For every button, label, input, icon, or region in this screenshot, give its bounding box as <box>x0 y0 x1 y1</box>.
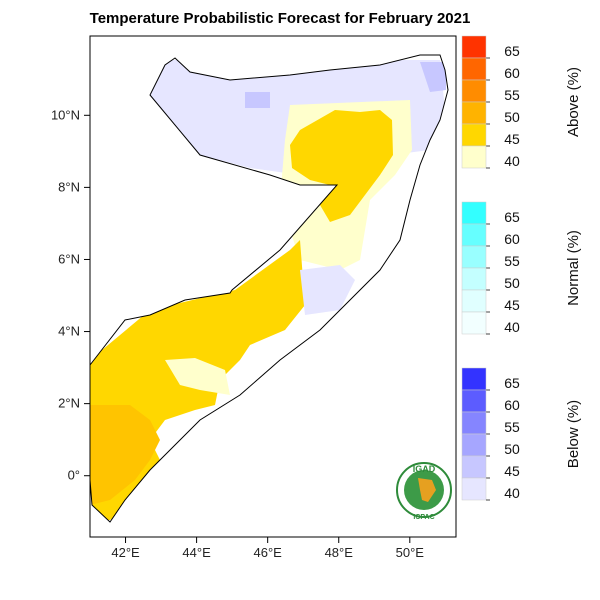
below-normal-region-nw <box>245 92 270 108</box>
x-tick-label: 42°E <box>111 545 140 560</box>
legend-swatch <box>461 101 487 125</box>
logo-africa-icon <box>418 478 436 502</box>
legend-swatch <box>461 145 487 169</box>
legend-swatch <box>461 35 487 59</box>
legend-level-label: 45 <box>504 297 520 313</box>
map-title: Temperature Probabilistic Forecast for F… <box>89 10 471 27</box>
above-40-patch-south <box>165 358 230 395</box>
y-axis: 10°N 8°N 6°N 4°N 2°N 0° <box>51 107 90 483</box>
legend-swatch <box>461 201 487 225</box>
legend-title: Above (%) <box>565 67 582 137</box>
y-tick-label: 8°N <box>58 179 80 194</box>
legend-level-label: 50 <box>504 275 520 291</box>
above-45-region-north <box>290 110 393 222</box>
x-tick-label: 44°E <box>182 545 211 560</box>
legend-title: Below (%) <box>565 400 582 468</box>
legend-level-label: 65 <box>504 43 520 59</box>
legend-swatch <box>461 267 487 291</box>
below-normal-patch-east <box>300 265 355 315</box>
legend-swatch <box>461 223 487 247</box>
legend-level-label: 60 <box>504 397 520 413</box>
logo-bottom-text: ICPAC <box>413 514 434 521</box>
logo-top-text: IGAD <box>413 464 436 474</box>
icpac-logo: IGAD ICPAC <box>396 462 452 521</box>
legend-level-label: 55 <box>504 419 520 435</box>
x-tick-label: 46°E <box>253 545 282 560</box>
legend-swatch <box>461 57 487 81</box>
y-tick-label: 2°N <box>58 396 80 411</box>
legend-level-label: 60 <box>504 65 520 81</box>
legend: 65 60 55 50 45 40 Above (%) 65 60 55 50 45 40 Normal … <box>461 35 582 501</box>
legend-swatch <box>461 455 487 479</box>
legend-level-label: 50 <box>504 109 520 125</box>
legend-level-label: 60 <box>504 231 520 247</box>
legend-swatch <box>461 477 487 501</box>
legend-level-label: 65 <box>504 375 520 391</box>
legend-level-label: 50 <box>504 441 520 457</box>
legend-swatch <box>461 79 487 103</box>
legend-level-label: 45 <box>504 463 520 479</box>
legend-swatch <box>461 311 487 335</box>
legend-level-label: 40 <box>504 153 520 169</box>
x-tick-label: 50°E <box>396 545 425 560</box>
country-border <box>89 54 449 523</box>
y-tick-label: 4°N <box>58 324 80 339</box>
y-tick-label: 6°N <box>58 251 80 266</box>
legend-level-label: 55 <box>504 87 520 103</box>
legend-swatch <box>461 411 487 435</box>
y-tick-label: 10°N <box>51 107 80 122</box>
legend-swatch <box>461 389 487 413</box>
legend-swatch <box>461 245 487 269</box>
legend-level-label: 55 <box>504 253 520 269</box>
legend-swatch <box>461 433 487 457</box>
x-axis: 42°E 44°E 46°E 48°E 50°E <box>111 537 424 560</box>
legend-level-label: 40 <box>504 319 520 335</box>
x-tick-label: 48°E <box>325 545 354 560</box>
legend-level-label: 65 <box>504 209 520 225</box>
legend-swatch <box>461 123 487 147</box>
below-normal-region-northeast <box>420 62 446 92</box>
above-50-region-southwest <box>90 405 160 505</box>
legend-swatch <box>461 289 487 313</box>
legend-level-label: 40 <box>504 485 520 501</box>
y-tick-label: 0° <box>68 468 80 483</box>
legend-swatch <box>461 367 487 391</box>
legend-level-label: 45 <box>504 131 520 147</box>
legend-title: Normal (%) <box>565 230 582 306</box>
